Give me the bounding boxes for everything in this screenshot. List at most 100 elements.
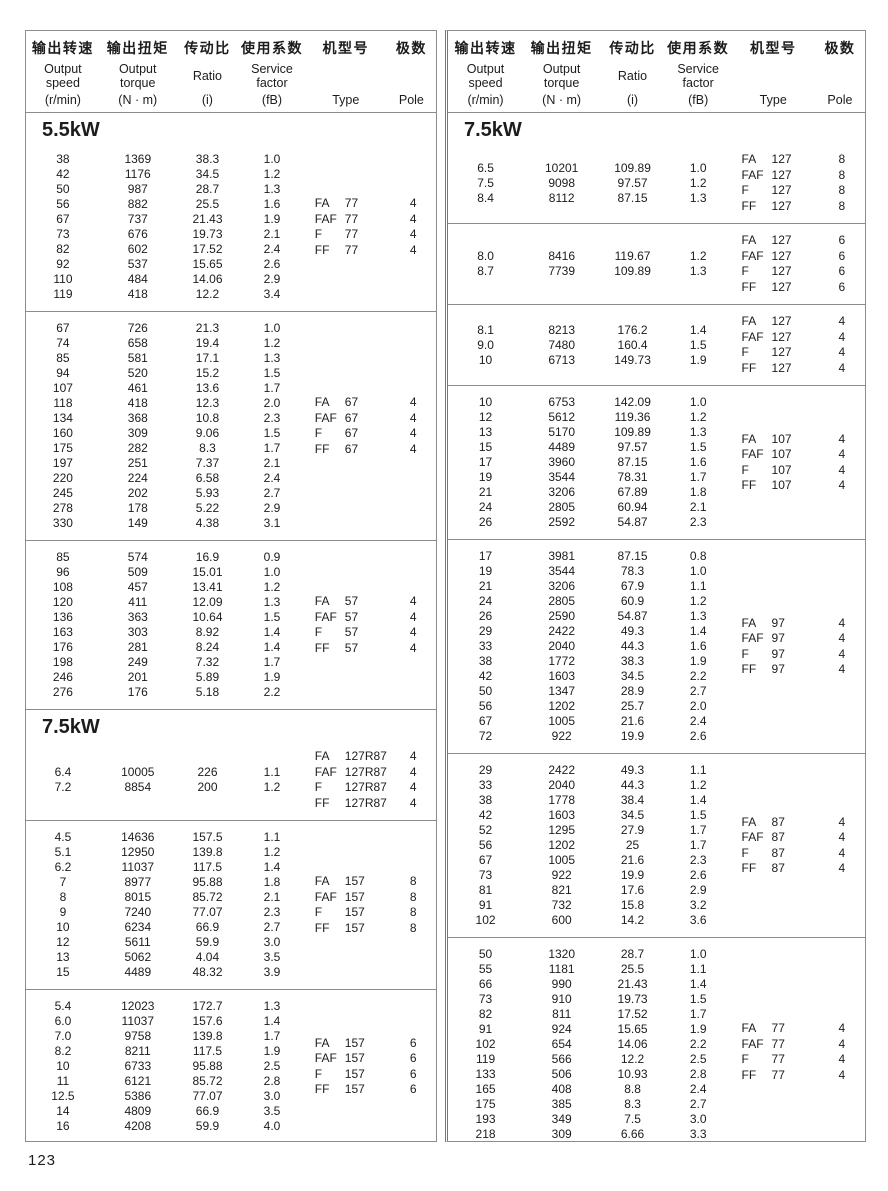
cell-service-factor: 1.2 bbox=[689, 778, 707, 792]
table-row: 73 922 19.9 2.6 bbox=[448, 868, 732, 883]
cell-speed: 85 bbox=[56, 351, 70, 365]
cell-service-factor: 1.1 bbox=[263, 765, 281, 779]
type-pole: 8 bbox=[409, 874, 417, 888]
cell-speed: 276 bbox=[52, 685, 73, 699]
table-row: 175 385 8.3 2.7 bbox=[448, 1097, 732, 1112]
type-size: 157 bbox=[344, 905, 365, 919]
cell-torque: 363 bbox=[127, 610, 148, 624]
cell-service-factor: 2.6 bbox=[263, 257, 281, 271]
cell-torque: 990 bbox=[551, 977, 572, 991]
cell-torque: 385 bbox=[551, 1097, 572, 1111]
cell-torque: 737 bbox=[127, 212, 148, 226]
section-title: 7.5kW bbox=[464, 119, 522, 141]
cell-ratio: 95.88 bbox=[192, 875, 223, 889]
type-row: FAF 127 8 bbox=[732, 168, 865, 184]
table-row: 56 1202 25.7 2.0 bbox=[448, 699, 732, 714]
cell-service-factor: 1.1 bbox=[689, 579, 707, 593]
cell-speed: 73 bbox=[478, 992, 493, 1006]
type-pole: 4 bbox=[838, 646, 846, 661]
cell-ratio: 21.43 bbox=[617, 977, 648, 991]
cell-speed: 8.0 bbox=[477, 249, 494, 263]
cell-speed: 24 bbox=[478, 500, 493, 514]
cell-ratio: 176.2 bbox=[617, 322, 648, 337]
cell-torque: 1603 bbox=[548, 808, 576, 822]
cell-ratio: 5.89 bbox=[195, 670, 220, 684]
cell-torque: 1005 bbox=[548, 714, 576, 728]
table-row: 85 574 16.9 0.9 bbox=[26, 550, 305, 565]
type-row: FAF 77 4 bbox=[305, 212, 436, 228]
cell-service-factor: 1.9 bbox=[689, 352, 707, 367]
cell-speed: 245 bbox=[52, 486, 73, 500]
table-row: 8.1 8213 176.2 1.4 bbox=[448, 323, 732, 338]
header-unit: Pole bbox=[398, 93, 424, 107]
table-row: 26 2590 54.87 1.3 bbox=[448, 609, 732, 624]
cell-service-factor: 1.5 bbox=[689, 337, 707, 352]
cell-torque: 2422 bbox=[548, 763, 576, 777]
power-section: 7.5kW 6.4 10005 226 1.1 7.2 8854 200 1.2 FA 127R87… bbox=[26, 709, 436, 1141]
header-col-type: 机型号 Type bbox=[732, 38, 815, 107]
cell-ratio: 60.94 bbox=[617, 500, 648, 514]
cell-service-factor: 3.0 bbox=[689, 1112, 707, 1126]
cell-speed: 94 bbox=[56, 366, 70, 380]
type-pole: 4 bbox=[838, 830, 846, 844]
cell-ratio: 77.07 bbox=[192, 1089, 223, 1103]
types-group: FA 77 4 FAF 77 4 F 77 4 FF 77 4 bbox=[732, 1021, 865, 1083]
cell-torque: 11037 bbox=[121, 1014, 155, 1028]
header-col-service-factor: 使用系数 Service factor (fB) bbox=[239, 38, 305, 107]
cell-ratio: 54.87 bbox=[617, 515, 648, 529]
cell-speed: 7 bbox=[59, 875, 67, 889]
type-prefix: FF bbox=[741, 1067, 757, 1082]
type-pole: 4 bbox=[838, 1021, 846, 1035]
section-title: 7.5kW bbox=[42, 716, 100, 738]
cell-ratio: 85.72 bbox=[192, 1074, 223, 1088]
table-row: 12 5612 119.36 1.2 bbox=[448, 410, 732, 425]
header-unit: (i) bbox=[626, 93, 639, 107]
header-col-speed: 输出转速 Output speed (r/min) bbox=[448, 38, 523, 107]
cell-speed: 8 bbox=[59, 890, 67, 904]
cell-speed: 163 bbox=[52, 625, 73, 639]
cell-service-factor: 1.0 bbox=[689, 395, 707, 409]
cell-service-factor: 3.1 bbox=[263, 516, 281, 530]
table-row: 119 566 12.2 2.5 bbox=[448, 1052, 732, 1067]
type-size: 77 bbox=[771, 1052, 785, 1066]
cell-ratio: 7.37 bbox=[195, 456, 220, 470]
type-size: 107 bbox=[771, 431, 792, 446]
cell-ratio: 5.22 bbox=[195, 501, 220, 515]
cell-ratio: 66.9 bbox=[195, 1104, 220, 1118]
rows-group: 29 2422 49.3 1.1 33 2040 44.3 1.2 38 1778 38.4 1.4 4… bbox=[448, 763, 732, 928]
cell-service-factor: 1.5 bbox=[689, 992, 707, 1006]
type-row: F 127 4 bbox=[732, 345, 865, 361]
cell-ratio: 28.7 bbox=[620, 947, 645, 961]
type-size: 77 bbox=[771, 1036, 785, 1051]
cell-torque: 581 bbox=[127, 351, 148, 365]
table-row: 56 1202 25 1.7 bbox=[448, 838, 732, 853]
cell-speed: 12 bbox=[478, 410, 493, 424]
type-size: 67 bbox=[344, 395, 359, 409]
cell-torque: 6733 bbox=[124, 1059, 152, 1073]
cell-ratio: 8.92 bbox=[195, 625, 220, 639]
cell-torque: 14636 bbox=[121, 830, 155, 844]
cell-service-factor: 2.3 bbox=[689, 515, 707, 529]
cell-service-factor: 3.5 bbox=[263, 1104, 281, 1118]
cell-service-factor: 1.7 bbox=[689, 823, 707, 837]
type-pole: 8 bbox=[838, 198, 846, 213]
type-row: F 87 4 bbox=[732, 846, 865, 862]
cell-ratio: 13.6 bbox=[195, 381, 220, 395]
type-size: 87 bbox=[771, 830, 785, 844]
cell-service-factor: 1.0 bbox=[263, 321, 281, 335]
type-prefix: F bbox=[741, 646, 749, 661]
type-row: FF 127R87 4 bbox=[305, 796, 436, 812]
cell-torque: 4489 bbox=[124, 965, 152, 979]
type-row: FA 57 4 bbox=[305, 594, 436, 610]
cell-ratio: 142.09 bbox=[614, 395, 651, 409]
cell-speed: 197 bbox=[52, 456, 73, 470]
type-row: F 77 4 bbox=[732, 1052, 865, 1068]
type-pole: 6 bbox=[409, 1035, 417, 1050]
type-pole: 4 bbox=[838, 345, 846, 359]
cell-service-factor: 0.8 bbox=[689, 549, 707, 563]
cell-torque: 537 bbox=[127, 257, 148, 271]
cell-speed: 50 bbox=[478, 684, 493, 698]
rows-group: 10 6753 142.09 1.0 12 5612 119.36 1.2 13 5170 109.… bbox=[448, 395, 732, 530]
cell-service-factor: 2.5 bbox=[689, 1052, 707, 1066]
cell-service-factor: 2.2 bbox=[689, 669, 707, 683]
